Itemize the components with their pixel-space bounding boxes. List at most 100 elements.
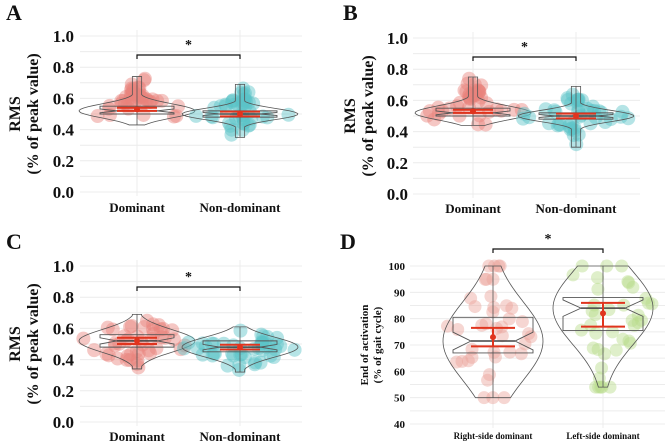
panel-label: C [6, 229, 22, 254]
mean-point [573, 113, 579, 119]
data-point [603, 380, 617, 394]
data-point [616, 332, 630, 346]
data-point [460, 76, 475, 91]
data-point [591, 271, 605, 285]
mean-point [470, 108, 476, 115]
data-point [515, 315, 529, 329]
data-point [123, 353, 138, 368]
y-tick-label: 100 [389, 261, 406, 273]
data-point [232, 362, 247, 377]
group-0 [440, 259, 544, 405]
y-tick-label: 0.8 [53, 288, 74, 307]
box-notched [538, 112, 614, 120]
data-point [589, 326, 603, 340]
data-point [154, 93, 169, 108]
data-point [132, 88, 147, 103]
data-point [472, 84, 487, 99]
data-point [440, 319, 454, 333]
significance-marker: * [521, 40, 528, 55]
y-tick-label: 0.8 [53, 58, 74, 77]
significance-bracket [492, 248, 604, 253]
data-point [195, 347, 210, 362]
data-point [552, 117, 567, 132]
data-point [505, 301, 519, 315]
data-point [230, 97, 245, 112]
panel-label: A [6, 0, 22, 25]
data-point [562, 119, 577, 134]
y-tick-label: 0.2 [53, 382, 74, 401]
box-notched [452, 316, 534, 354]
data-point [241, 95, 256, 110]
panel-d: D 40 50 60 70 80 90 100 End of activation (% of g… [340, 229, 665, 441]
data-point [621, 275, 635, 289]
group-0 [414, 71, 532, 132]
data-point [464, 291, 478, 305]
data-point [204, 336, 219, 351]
data-point [247, 357, 262, 372]
data-point [586, 341, 600, 355]
mean-point [134, 337, 140, 344]
violin-outline [181, 326, 299, 373]
data-point [622, 334, 636, 348]
data-point [503, 345, 517, 359]
data-point [131, 346, 146, 361]
y-tick-label: 0.0 [53, 183, 74, 202]
y-axis-label: End of activation (% of gait cycle) [359, 305, 384, 386]
significance-bracket [136, 54, 241, 59]
box-notched [562, 297, 644, 331]
data-point [580, 101, 595, 116]
box-notched [99, 105, 175, 115]
data-point [219, 98, 234, 113]
data-point [142, 94, 157, 109]
data-point [137, 71, 152, 86]
data-point [127, 81, 142, 96]
data-point [487, 301, 501, 315]
violin-outline [181, 83, 299, 138]
significance-bracket [136, 286, 241, 291]
group-1 [176, 323, 302, 377]
data-point [220, 358, 235, 373]
data-point [571, 127, 586, 142]
y-axis-label-line1: RMS [7, 326, 24, 362]
data-point [468, 300, 482, 314]
data-point [239, 94, 254, 109]
group-1 [181, 81, 299, 142]
data-point [244, 111, 259, 126]
data-point [137, 319, 152, 334]
y-tick-label: 80 [394, 314, 406, 326]
data-point [171, 99, 186, 114]
data-point [124, 81, 139, 96]
panel-a: A 0.0 0.2 0.4 0.6 0.8 1.0 RMS (% of peak value) D… [6, 0, 302, 215]
data-point [190, 341, 205, 356]
y-axis-label-line2: (% of gait cycle) [372, 306, 384, 383]
y-axis-label-line1: End of activation [359, 305, 371, 386]
data-point [467, 77, 482, 92]
violin-outline [78, 313, 196, 370]
violin-outline [518, 85, 634, 148]
data-point [502, 312, 516, 326]
x-tick-label: Dominant [445, 201, 501, 216]
data-point [514, 347, 528, 361]
data-point [563, 122, 578, 137]
data-point [631, 316, 645, 330]
y-tick-label: 1.0 [387, 29, 408, 48]
panel-label: D [340, 229, 356, 254]
data-point [130, 353, 145, 368]
data-point [105, 322, 120, 337]
panel-label: B [343, 0, 358, 25]
x-tick-label: Dominant [109, 200, 165, 215]
data-point [583, 116, 598, 131]
data-point [110, 351, 125, 366]
data-point [597, 347, 611, 361]
data-point [484, 289, 498, 303]
data-point [566, 268, 580, 282]
y-tick-label: 0.6 [53, 319, 74, 338]
data-point [223, 118, 238, 133]
data-point [585, 99, 600, 114]
mean-point [237, 111, 243, 117]
data-point [625, 313, 639, 327]
data-point [101, 348, 116, 363]
data-point [124, 318, 139, 333]
data-point [119, 352, 134, 367]
data-point [145, 322, 160, 337]
